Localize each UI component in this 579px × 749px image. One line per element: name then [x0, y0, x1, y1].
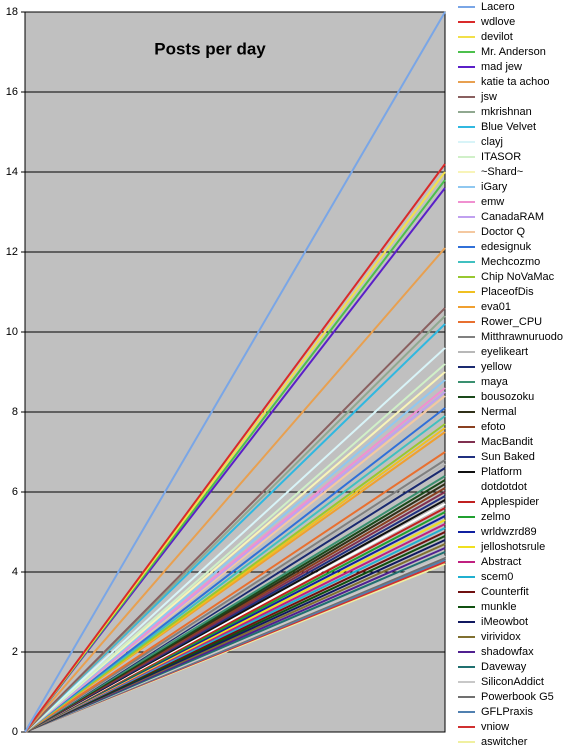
legend-label: wrldwzrd89	[480, 526, 537, 538]
y-tick-label: 6	[12, 486, 18, 498]
y-tick-label: 16	[6, 86, 18, 98]
series-line	[24, 475, 446, 733]
legend-label: katie ta achoo	[481, 76, 550, 88]
legend-label: Mr. Anderson	[481, 46, 546, 58]
legend-label: bousozoku	[481, 391, 534, 403]
legend-label: clayj	[481, 136, 503, 148]
legend-label: GFLPraxis	[481, 706, 533, 718]
series-line	[24, 11, 446, 733]
legend-label: Mitthrawnuruodo	[481, 331, 563, 343]
legend-label: ~Shard~	[481, 166, 523, 178]
legend-label: shadowfax	[481, 646, 534, 658]
legend-label: Powerbook G5	[481, 691, 554, 703]
legend-label: MacBandit	[481, 436, 533, 448]
legend-label: wdlove	[480, 16, 515, 28]
legend-label: munkle	[481, 601, 516, 613]
series-line	[24, 363, 446, 733]
legend-label: vniow	[481, 721, 509, 733]
legend-label: Doctor Q	[481, 226, 525, 238]
series-line	[24, 379, 446, 733]
series-line	[24, 387, 446, 733]
series-line	[24, 451, 446, 733]
series-line	[24, 371, 446, 733]
legend-label: virividox	[481, 631, 521, 643]
series-line	[24, 407, 446, 733]
series-line	[24, 459, 446, 733]
legend-label: jelloshotsrule	[480, 541, 545, 553]
legend-label: CanadaRAM	[481, 211, 544, 223]
series-line	[24, 307, 446, 733]
y-tick-label: 0	[12, 726, 18, 738]
legend-label: mad jew	[481, 61, 522, 73]
legend-label: Chip NoVaMac	[481, 271, 555, 283]
legend-label: edesignuk	[481, 241, 532, 253]
y-tick-label: 14	[6, 166, 18, 178]
legend-label: Counterfit	[481, 586, 529, 598]
legend-label: Nermal	[481, 406, 516, 418]
series-line	[24, 423, 446, 733]
legend-label: Abstract	[481, 556, 521, 568]
series-line	[24, 163, 446, 733]
legend-label: Blue Velvet	[481, 121, 536, 133]
legend-label: ITASOR	[481, 151, 521, 163]
chart-title: Posts per day	[154, 39, 266, 58]
legend-label: PlaceofDis	[481, 286, 534, 298]
legend-label: Applespider	[481, 496, 539, 508]
legend-label: eyelikeart	[481, 346, 528, 358]
legend-label: iMeowbot	[481, 616, 528, 628]
legend-label: efoto	[481, 421, 505, 433]
legend-label: emw	[481, 196, 504, 208]
lines	[24, 11, 446, 733]
legend-label: jsw	[480, 91, 497, 103]
legend-label: iGary	[481, 181, 508, 193]
legend-label: eva01	[481, 301, 511, 313]
y-tick-label: 2	[12, 646, 18, 658]
y-tick-label: 8	[12, 406, 18, 418]
legend-label: Daveway	[481, 661, 527, 673]
legend-label: dotdotdot	[481, 481, 527, 493]
legend-label: SiliconAddict	[481, 676, 544, 688]
y-tick-label: 4	[12, 566, 18, 578]
y-tick-label: 10	[6, 326, 18, 338]
legend-label: Platform	[481, 466, 522, 478]
series-line	[24, 415, 446, 733]
legend-label: Sun Baked	[481, 451, 535, 463]
legend-label: mkrishnan	[481, 106, 532, 118]
y-tick-label: 18	[6, 6, 18, 18]
y-tick-label: 12	[6, 246, 18, 258]
legend-label: devilot	[481, 31, 513, 43]
legend-label: yellow	[481, 361, 512, 373]
legend-label: aswitcher	[481, 736, 528, 748]
series-line	[24, 347, 446, 733]
legend-label: scem0	[481, 571, 513, 583]
legend: Lacero wdlove devilot Mr. Anderson mad jew ka…	[458, 1, 563, 748]
legend-label: Lacero	[481, 1, 515, 13]
legend-label: zelmo	[481, 511, 510, 523]
legend-label: Rower_CPU	[481, 316, 542, 328]
series-line	[24, 247, 446, 733]
legend-label: Mechcozmo	[481, 256, 540, 268]
legend-label: maya	[481, 376, 509, 388]
